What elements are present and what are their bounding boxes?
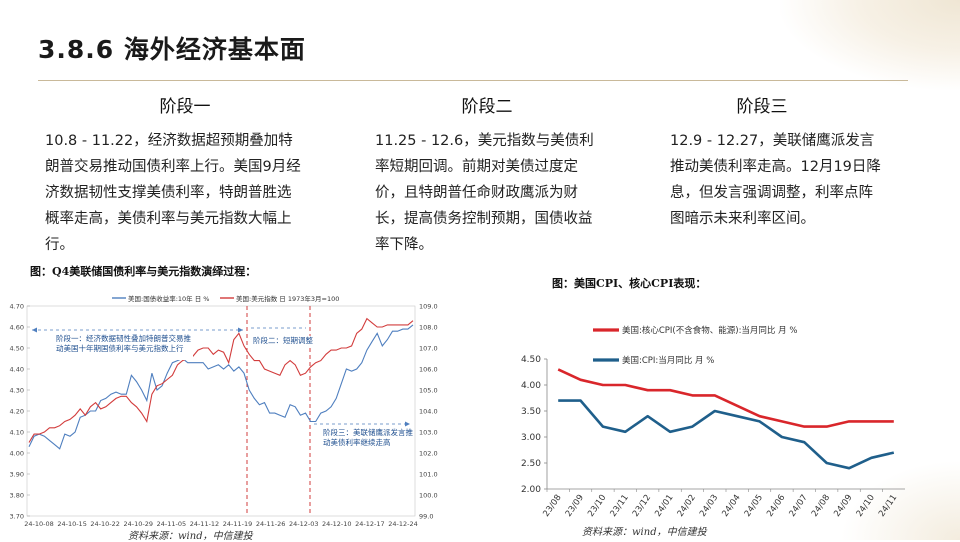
x-tick-label: 24-10-15 — [57, 520, 87, 526]
right-y-tick-label: 109.0 — [419, 303, 438, 311]
cpi-x-tick-label: 24/04 — [720, 493, 742, 519]
x-tick-label: 24-11-12 — [190, 520, 220, 526]
phase-1-arrow-right — [238, 327, 243, 333]
phase-1-arrow-left — [32, 327, 37, 333]
cpi-x-tick-label: 23/10 — [586, 493, 608, 519]
right-y-tick-label: 103.0 — [419, 429, 438, 437]
right-y-tick-label: 105.0 — [419, 387, 438, 395]
cpi-x-tick-label: 24/08 — [810, 493, 832, 519]
page-title: 3.8.6 海外经济基本面 — [38, 35, 306, 64]
left-y-tick-label: 4.70 — [10, 303, 24, 311]
right-y-tick-label: 100.0 — [419, 492, 438, 500]
cpi-y-tick-label: 4.50 — [521, 355, 541, 365]
left-chart-source: 资料来源：wind，中信建投 — [128, 531, 253, 542]
left-y-tick-label: 4.60 — [10, 324, 24, 332]
left-y-tick-label: 4.10 — [10, 429, 24, 437]
legend-label-cpi: 美国:CPI:当月同比 月 % — [622, 355, 714, 366]
x-tick-label: 24-12-17 — [355, 520, 385, 526]
cpi-x-tick-label: 24/07 — [788, 493, 810, 519]
left-y-tick-label: 4.50 — [10, 345, 24, 353]
right-chart-source: 资料来源：wind，中信建投 — [582, 527, 707, 538]
dollar-index-line — [28, 317, 414, 443]
x-tick-label: 24-10-29 — [124, 520, 154, 526]
cpi-x-tick-label: 23/08 — [541, 493, 563, 519]
right-y-tick-label: 101.0 — [419, 471, 438, 479]
cpi-x-tick-label: 24/03 — [698, 493, 720, 519]
stage-1-body: 10.8 - 11.22，经济数据超预期叠加特朗普交易推动国债利率上行。美国9月… — [45, 133, 301, 253]
annotation-3-bg — [322, 428, 412, 454]
phase-3-arrow-right — [405, 421, 410, 427]
cpi-x-tick-label: 24/01 — [653, 493, 675, 519]
cpi-y-tick-label: 4.00 — [521, 381, 541, 391]
left-y-tick-label: 4.20 — [10, 408, 24, 416]
stage-3-body: 12.9 - 12.27，美联储鹰派发言推动美债利率走高。12月19日降息，但发… — [670, 133, 881, 227]
left-y-tick-label: 4.00 — [10, 450, 24, 458]
corner-decoration-bottom — [840, 460, 960, 540]
left-y-tick-label: 4.40 — [10, 366, 24, 374]
annotation-phase-1: 阶段一：经济数据韧性叠加特朗普交易推动美国十年期国债利率与美元指数上行 — [56, 334, 191, 353]
cpi-x-tick-label: 23/12 — [631, 493, 653, 519]
cpi-x-tick-label: 23/09 — [564, 493, 586, 519]
left-y-tick-label: 3.70 — [10, 513, 24, 521]
x-tick-label: 24-10-22 — [90, 520, 120, 526]
cpi-x-tick-label: 24/06 — [765, 493, 787, 519]
cpi-chart: 2.00 2.50 3.00 3.50 4.00 4.50 23/08 23/09 23/10… — [521, 325, 905, 519]
core-cpi-line — [557, 368, 894, 428]
cpi-y-tick-label: 2.50 — [521, 459, 541, 469]
cpi-y-tick-label: 2.00 — [521, 485, 541, 495]
cpi-x-tick-label: 24/10 — [855, 493, 877, 519]
legend-label-treasury: 美国:国债收益率:10年 日 % — [128, 294, 209, 303]
x-tick-label: 24-12-03 — [289, 520, 319, 526]
x-tick-label: 24-11-26 — [256, 520, 286, 526]
right-y-tick-label: 107.0 — [419, 345, 438, 353]
stage-2-heading: 阶段二 — [461, 97, 513, 117]
treasury-dollar-chart: 3.70 3.80 3.90 4.00 4.10 4.20 4.30 4.40 4.50 4.60… — [10, 294, 438, 526]
right-figure-title: 图：美国CPI、核心CPI表现： — [552, 277, 707, 290]
cpi-y-tick-label: 3.00 — [521, 433, 541, 443]
right-y-tick-label: 99.0 — [419, 513, 433, 521]
x-tick-label: 24-10-08 — [24, 520, 54, 526]
corner-decoration — [780, 0, 960, 90]
x-tick-label: 24-11-05 — [157, 520, 187, 526]
treasury-yield-line — [28, 324, 414, 450]
cpi-x-tick-label: 24/09 — [832, 493, 854, 519]
annotation-phase-3: 阶段三：美联储鹰派发言推动美债利率继续走高 — [323, 428, 413, 447]
left-y-tick-label: 3.80 — [10, 492, 24, 500]
annotation-1-bg — [55, 334, 193, 360]
left-figure-title: 图：Q4美联储国债利率与美元指数演绎过程： — [30, 265, 257, 278]
cpi-y-tick-label: 3.50 — [521, 407, 541, 417]
right-y-tick-label: 108.0 — [419, 324, 438, 332]
right-y-tick-label: 104.0 — [419, 408, 438, 416]
legend-label-core-cpi: 美国:核心CPI(不含食物、能源):当月同比 月 % — [622, 325, 797, 336]
annotation-2-bg — [252, 336, 322, 348]
cpi-x-tick-label: 24/05 — [743, 493, 765, 519]
cpi-x-tick-label: 23/11 — [609, 493, 631, 519]
cpi-x-tick-label: 24/02 — [676, 493, 698, 519]
x-tick-label: 24-11-19 — [223, 520, 253, 526]
cpi-line — [558, 399, 895, 470]
stage-3-heading: 阶段三 — [736, 97, 788, 117]
cpi-x-tick-label: 24/11 — [877, 493, 899, 519]
stage-2-body: 11.25 - 12.6，美元指数与美债利率短期回调。前期对美债过度定价，且特朗… — [375, 133, 594, 253]
right-y-tick-label: 106.0 — [419, 366, 438, 374]
left-y-tick-label: 4.30 — [10, 387, 24, 395]
legend-label-dollar: 美国:美元指数 日 1973年3月=100 — [236, 294, 339, 303]
stage-1-heading: 阶段一 — [159, 97, 211, 117]
title-divider — [38, 80, 908, 81]
annotation-phase-2: 阶段二：短期调整 — [253, 336, 313, 345]
left-y-tick-label: 3.90 — [10, 471, 24, 479]
x-tick-label: 24-12-10 — [322, 520, 352, 526]
x-tick-label: 24-12-24 — [388, 520, 418, 526]
right-y-tick-label: 102.0 — [419, 450, 438, 458]
